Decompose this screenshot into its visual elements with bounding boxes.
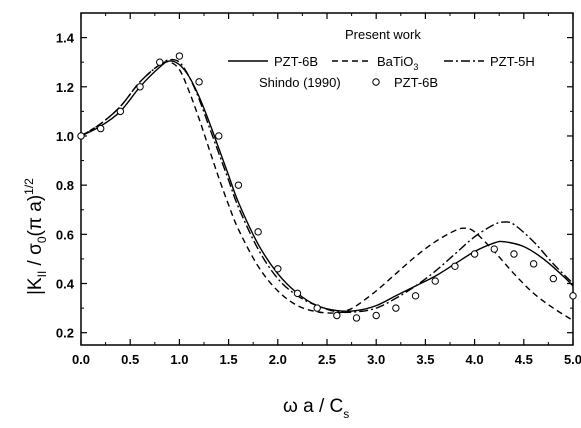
shindo-marker: [274, 265, 282, 273]
shindo-marker: [470, 250, 479, 258]
y-tick-label: 0.2: [56, 326, 74, 341]
legend-heading: Present work: [345, 27, 421, 42]
y-tick-label: 1.0: [56, 129, 74, 144]
y-tick-label: 0.6: [56, 227, 74, 242]
shindo-marker: [96, 124, 105, 133]
shindo-marker: [372, 311, 380, 320]
legend-marker-shindo: [372, 78, 380, 86]
x-tick-label: 0.0: [72, 352, 90, 367]
shindo-marker: [313, 304, 321, 312]
shindo-marker: [431, 277, 439, 285]
x-tick-label: 2.0: [269, 352, 287, 367]
y-tick-label: 1.2: [56, 80, 74, 95]
y-tick-label: 0.8: [56, 178, 74, 193]
x-tick-label: 4.0: [466, 352, 484, 367]
shindo-marker: [77, 132, 85, 140]
x-tick-label: 1.0: [170, 352, 188, 367]
x-tick-label: 2.5: [318, 352, 336, 367]
shindo-marker: [411, 292, 420, 300]
x-tick-label: 0.5: [121, 352, 139, 367]
shindo-marker: [175, 52, 184, 60]
shindo-marker: [392, 304, 400, 312]
shindo-marker: [510, 250, 518, 258]
legend-label-shindo: Shindo (1990): [259, 75, 341, 90]
series-line-dashed: [80, 61, 574, 322]
x-tick-labels: 0.0 0.5 1.0 1.5 2.0 2.5 3.0 3.5 4.0 4.5 5.0: [72, 352, 581, 367]
shindo-marker: [352, 314, 361, 322]
series-markers: [77, 52, 577, 322]
shindo-marker: [116, 107, 125, 116]
shindo-marker: [569, 292, 577, 300]
x-axis-title: ω a / Cs: [283, 396, 349, 421]
shindo-marker: [490, 245, 498, 253]
y-tick-label: 0.4: [56, 277, 75, 292]
y-tick-label: 1.4: [56, 31, 75, 46]
x-tick-label: 3.5: [416, 352, 434, 367]
x-tick-label: 5.0: [564, 352, 581, 367]
x-tick-label: 3.0: [367, 352, 385, 367]
x-tick-label: 1.5: [220, 352, 238, 367]
shindo-marker: [156, 58, 164, 66]
series-lines: [80, 58, 574, 322]
shindo-marker: [254, 228, 262, 236]
shindo-marker: [549, 274, 558, 283]
y-axis-title: |KII / σ0(π a)1/2: [22, 178, 49, 295]
legend-label-batio3: BaTiO3: [377, 54, 418, 72]
shindo-marker: [234, 181, 243, 189]
legend-label-pzt6b: PZT-6B: [274, 54, 318, 69]
shindo-marker: [529, 260, 538, 268]
series-line-dashdot: [80, 58, 574, 314]
legend-label-shindo-series: PZT-6B: [394, 75, 438, 90]
series-line-solid: [80, 60, 574, 312]
legend: Present work PZT-6B BaTiO3 PZT-5H Shindo…: [228, 27, 535, 90]
shindo-marker: [136, 83, 144, 91]
shindo-marker: [333, 311, 341, 320]
shindo-marker: [215, 132, 223, 140]
legend-label-pzt5h: PZT-5H: [490, 54, 535, 69]
y-tick-labels: 0.2 0.4 0.6 0.8 1.0 1.2 1.4: [56, 31, 75, 341]
x-tick-label: 4.5: [515, 352, 533, 367]
shindo-marker: [293, 289, 302, 298]
shindo-marker: [195, 78, 203, 86]
shindo-marker: [451, 262, 459, 271]
